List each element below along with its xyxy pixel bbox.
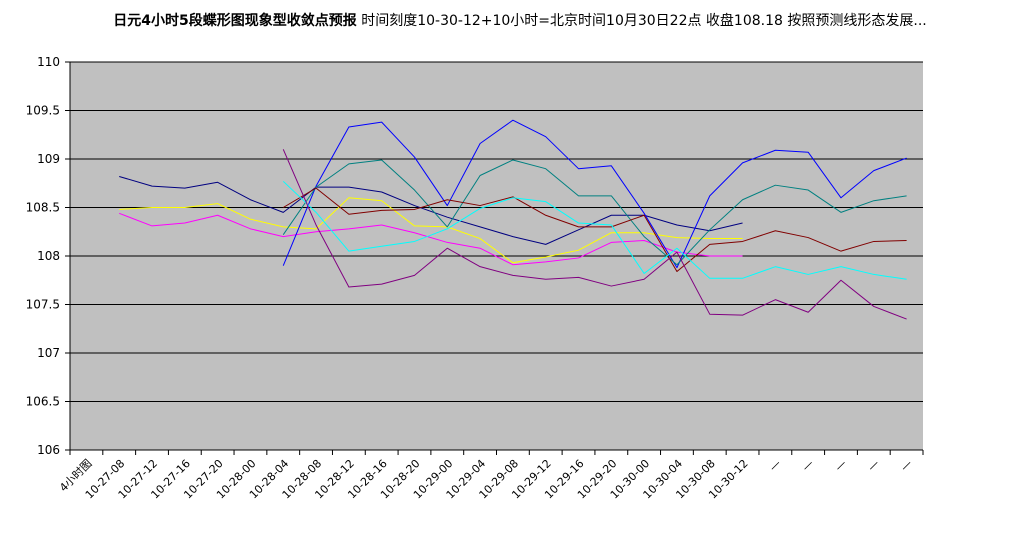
y-tick-label: 106.5 [26,395,60,409]
y-axis-ticks: 106 106.5 107 107.5 108 108.5 109 109.5 110 [26,55,70,457]
y-tick-label: 109 [37,152,60,166]
x-tick-label: — [832,457,849,474]
series-line-6 [282,187,907,273]
x-tick-label: — [799,457,816,474]
series-line-2 [119,197,743,264]
chart-title-rest: 时间刻度10-30-12+10小时=北京时间10月30日22点 收盘108.18… [356,13,927,29]
series-line-3 [119,212,743,266]
y-tick-label: 109.5 [26,104,60,118]
series-line-8 [282,149,907,320]
chart-title-bold: 日元4小时5段蝶形图现象型收敛点预报 [113,13,357,29]
series-line-4 [282,119,907,269]
series-line-1 [119,175,743,245]
y-tick-label: 107 [37,346,60,360]
x-axis-ticks: 4小时图10-27-0810-27-1210-27-1610-27-2010-2… [57,450,924,501]
x-tick-label: — [865,457,882,474]
y-tick-label: 107.5 [26,298,60,312]
series-line-5 [282,159,907,266]
y-tick-label: 110 [37,55,60,69]
series-line-7 [282,180,907,280]
y-tick-label: 106 [37,443,60,457]
y-tick-label: 108 [37,249,60,263]
data-series [119,119,907,320]
x-tick-label: — [898,457,915,474]
x-tick-label: — [767,457,784,474]
chart-title: 日元4小时5段蝶形图现象型收敛点预报 时间刻度10-30-12+10小时=北京时… [40,12,1000,31]
y-tick-label: 108.5 [26,201,60,215]
